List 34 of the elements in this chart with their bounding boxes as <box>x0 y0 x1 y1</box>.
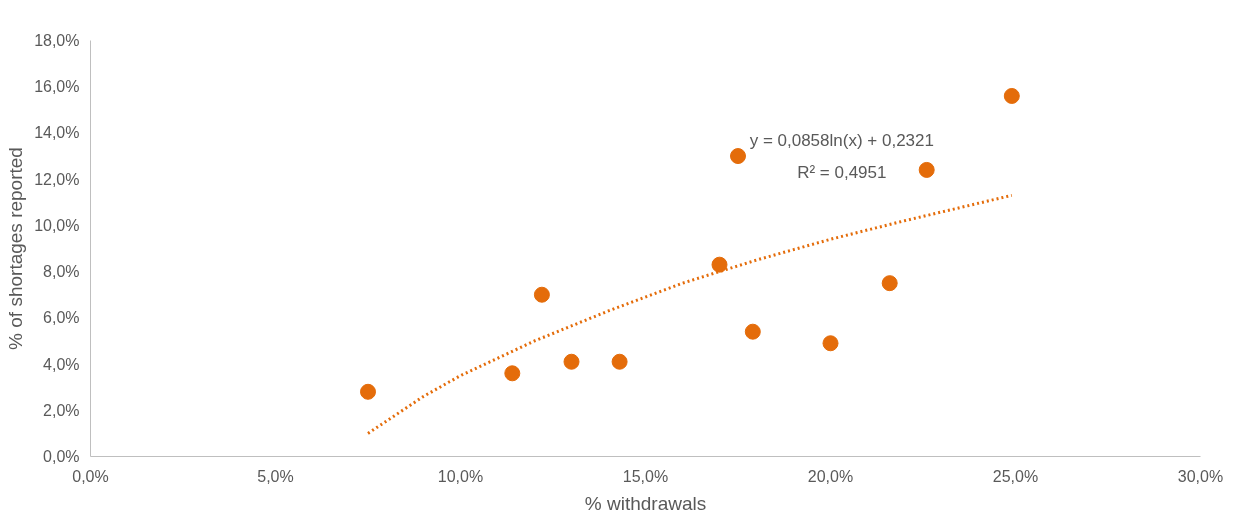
x-tick-label: 15,0% <box>622 467 669 485</box>
point <box>360 383 376 400</box>
point <box>563 353 580 370</box>
y-tick-label: 4,0% <box>43 355 80 373</box>
point <box>918 161 935 178</box>
y-tick-label: 10,0% <box>34 216 80 234</box>
y-axis-title: % of shortages reported <box>5 147 27 350</box>
y-tick-label: 8,0% <box>43 263 80 281</box>
y-tick-label: 2,0% <box>43 401 80 419</box>
y-tick-label: 18,0% <box>34 32 80 49</box>
point <box>881 275 898 292</box>
point <box>711 256 728 273</box>
x-axis-title: % withdrawals <box>584 492 707 514</box>
x-tick-label: 20,0% <box>807 467 854 485</box>
y-tick-label: 6,0% <box>43 309 80 327</box>
x-tick-label: 30,0% <box>1177 467 1224 485</box>
point <box>1003 87 1020 104</box>
annotation: y = 0,0858ln(x) + 0,2321 <box>749 130 934 150</box>
point <box>533 286 550 303</box>
x-tick-label: 5,0% <box>257 467 294 485</box>
x-tick-label: 0,0% <box>72 467 109 485</box>
y-tick-label: 0,0% <box>43 448 80 465</box>
x-tick-label: 25,0% <box>992 467 1039 485</box>
y-tick-label: 16,0% <box>34 78 80 96</box>
y-tick-label: 12,0% <box>34 170 80 188</box>
point <box>730 148 746 165</box>
point <box>504 365 521 382</box>
point <box>822 335 839 352</box>
point <box>744 323 761 340</box>
point <box>611 353 628 370</box>
annotation: R² = 0,4951 <box>797 162 887 182</box>
x-tick-label: 10,0% <box>437 467 484 485</box>
y-tick-label: 14,0% <box>34 124 80 142</box>
line-series <box>366 193 1014 435</box>
